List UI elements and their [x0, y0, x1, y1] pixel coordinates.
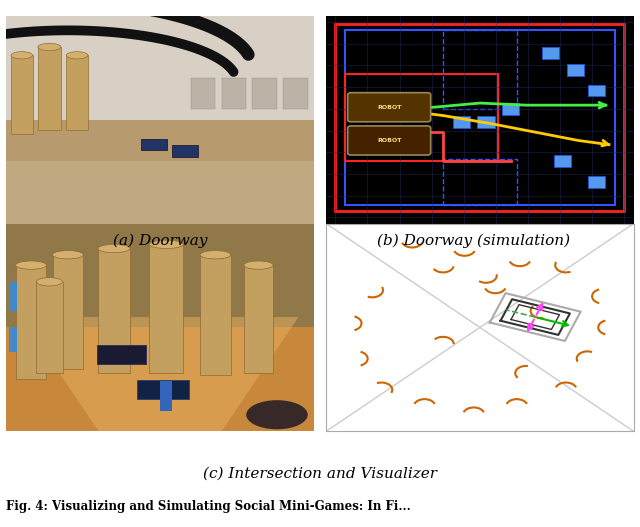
Bar [67, 55, 88, 130]
Bar [221, 78, 246, 109]
Ellipse shape [200, 251, 231, 259]
Ellipse shape [246, 400, 308, 430]
Ellipse shape [149, 240, 183, 249]
Bar [191, 78, 216, 109]
Bar [38, 47, 61, 130]
Bar [6, 223, 314, 327]
Bar [160, 382, 172, 411]
Bar [6, 16, 314, 130]
Text: (b) Doorway (simulation): (b) Doorway (simulation) [377, 234, 570, 248]
Bar [244, 265, 273, 373]
Bar [98, 249, 130, 373]
Bar [52, 255, 83, 369]
Bar [10, 327, 17, 353]
Text: (a) Doorway: (a) Doorway [113, 234, 207, 248]
Bar [554, 155, 572, 167]
Text: (c) Intersection and Visualizer: (c) Intersection and Visualizer [203, 466, 437, 481]
FancyBboxPatch shape [137, 380, 189, 399]
Ellipse shape [38, 43, 61, 51]
Bar [11, 55, 33, 134]
Text: Fig. 4: Visualizing and Simulating Social Mini-Games: In Fi...: Fig. 4: Visualizing and Simulating Socia… [6, 500, 411, 513]
Bar [588, 176, 605, 188]
FancyBboxPatch shape [172, 145, 198, 157]
Text: ROBOT: ROBOT [377, 138, 401, 143]
FancyBboxPatch shape [348, 126, 431, 155]
Bar [542, 47, 559, 59]
Bar [283, 78, 308, 109]
FancyBboxPatch shape [348, 93, 431, 122]
Bar [344, 31, 615, 205]
FancyBboxPatch shape [97, 345, 147, 364]
Bar [252, 78, 277, 109]
Bar [15, 265, 46, 379]
Bar [6, 317, 314, 431]
Bar [443, 159, 516, 205]
Ellipse shape [11, 52, 33, 59]
Ellipse shape [15, 261, 46, 269]
Text: ROBOT: ROBOT [377, 105, 401, 110]
Bar [149, 245, 183, 373]
Bar [588, 85, 605, 96]
Bar [566, 64, 584, 76]
Bar [502, 103, 519, 115]
Bar [453, 116, 470, 128]
Ellipse shape [36, 278, 63, 286]
Bar [443, 31, 516, 109]
Ellipse shape [98, 245, 130, 252]
Bar [200, 255, 231, 375]
Polygon shape [22, 317, 298, 431]
Bar [10, 282, 17, 311]
Bar [6, 120, 314, 161]
Ellipse shape [52, 251, 83, 259]
FancyBboxPatch shape [141, 139, 167, 150]
Ellipse shape [67, 52, 88, 59]
Bar [344, 74, 499, 161]
Bar [36, 282, 63, 373]
Ellipse shape [244, 261, 273, 269]
Bar [477, 116, 495, 128]
Bar [6, 120, 314, 223]
